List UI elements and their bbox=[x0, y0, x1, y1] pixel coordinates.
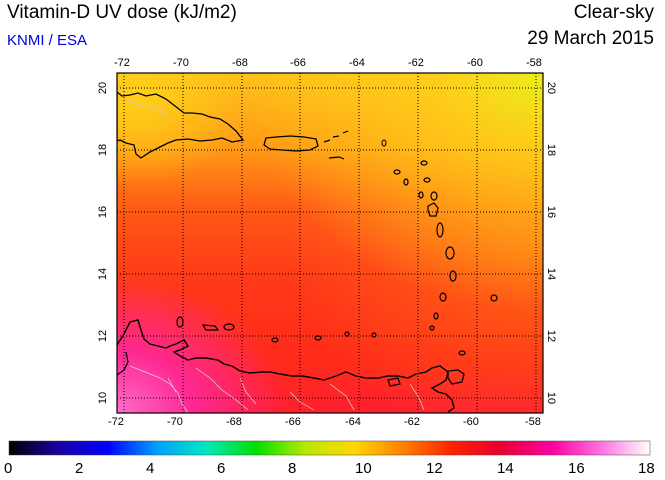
lon-tick-top: -60 bbox=[467, 57, 483, 69]
colorbar-label: 8 bbox=[288, 460, 297, 477]
colorbar bbox=[8, 440, 651, 456]
lat-tick-right: 10 bbox=[545, 391, 558, 405]
lon-tick-bottom: -66 bbox=[285, 416, 301, 428]
coastline-puerto-rico bbox=[263, 135, 319, 152]
colorbar-label: 2 bbox=[75, 460, 84, 477]
coastline-lesser-antilles bbox=[393, 160, 498, 356]
lon-tick-top: -58 bbox=[526, 57, 542, 69]
lon-tick-top: -64 bbox=[349, 57, 365, 69]
lon-tick-top: -72 bbox=[114, 57, 130, 69]
coastline-south-america bbox=[117, 319, 455, 413]
lon-tick-bottom: -62 bbox=[404, 416, 420, 428]
lat-tick-right: 16 bbox=[545, 205, 558, 219]
lon-tick-bottom: -60 bbox=[463, 416, 479, 428]
lat-tick-right: 12 bbox=[545, 329, 558, 343]
lon-tick-bottom: -70 bbox=[167, 416, 183, 428]
colorbar-label: 12 bbox=[426, 460, 443, 477]
date-label: 29 March 2015 bbox=[527, 28, 654, 49]
lon-tick-bottom: -68 bbox=[226, 416, 242, 428]
sky-condition-label: Clear-sky bbox=[573, 2, 654, 23]
colorbar-label: 0 bbox=[4, 460, 13, 477]
lat-tick-left: 20 bbox=[97, 81, 110, 95]
lon-tick-top: -66 bbox=[290, 57, 306, 69]
credit-label: KNMI / ESA bbox=[7, 32, 88, 49]
graticule bbox=[117, 73, 543, 413]
lon-tick-top: -62 bbox=[408, 57, 424, 69]
uv-field bbox=[117, 73, 543, 413]
coastline-hispaniola bbox=[117, 91, 245, 159]
lon-tick-bottom: -64 bbox=[345, 416, 361, 428]
lat-tick-left: 18 bbox=[97, 143, 110, 157]
lat-tick-left: 10 bbox=[97, 391, 110, 405]
colorbar-label: 14 bbox=[497, 460, 514, 477]
lat-tick-right: 14 bbox=[545, 267, 558, 281]
colorbar-label: 6 bbox=[217, 460, 226, 477]
lat-tick-right: 20 bbox=[545, 81, 558, 95]
colorbar-label: 18 bbox=[638, 460, 655, 477]
lat-tick-left: 14 bbox=[97, 267, 110, 281]
lon-tick-top: -68 bbox=[232, 57, 248, 69]
map-frame bbox=[116, 72, 544, 414]
colorbar-label: 16 bbox=[568, 460, 585, 477]
lat-tick-right: 18 bbox=[545, 143, 558, 157]
lat-tick-left: 16 bbox=[97, 205, 110, 219]
map-title: Vitamin-D UV dose (kJ/m2) bbox=[7, 2, 237, 23]
colorbar-label: 10 bbox=[355, 460, 372, 477]
lon-tick-bottom: -72 bbox=[108, 416, 124, 428]
lat-tick-left: 12 bbox=[97, 329, 110, 343]
lon-tick-bottom: -58 bbox=[525, 416, 541, 428]
lon-tick-top: -70 bbox=[173, 57, 189, 69]
colorbar-label: 4 bbox=[146, 460, 155, 477]
